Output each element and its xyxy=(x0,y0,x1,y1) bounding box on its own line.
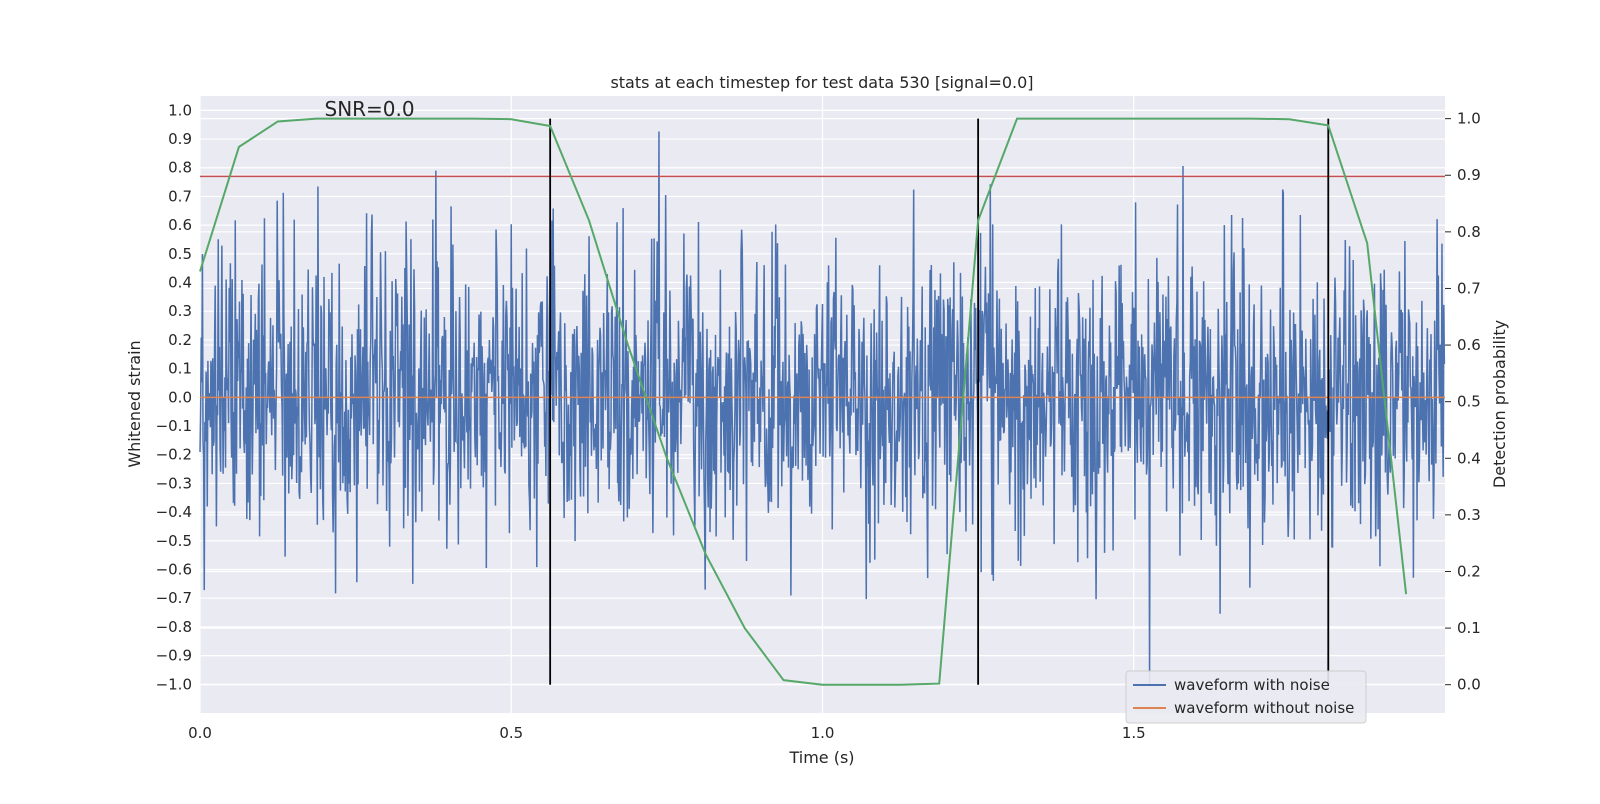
y-axis-label: Whitened strain xyxy=(125,340,144,467)
y-tick-label: 0.0 xyxy=(168,388,192,406)
y-tick-label: −0.1 xyxy=(156,417,192,435)
y-tick-label: 0.6 xyxy=(168,216,192,234)
y-tick-label: −0.2 xyxy=(156,446,192,464)
y-tick-label: −0.4 xyxy=(156,503,192,521)
ticks: 1.0 0.9 0.8 0.7 0.6 0.5 0.4 0.3 0.2 0.1 0.0 −0.1 −0.… xyxy=(156,101,1481,742)
y2-tick-label: 1.0 xyxy=(1457,110,1481,128)
series-detection-probability xyxy=(199,117,1408,686)
y2-tick-label: 0.1 xyxy=(1457,619,1481,637)
y-tick-label: 0.4 xyxy=(168,274,192,292)
x-tick-label: 1.0 xyxy=(811,724,835,742)
y-tick-label: −0.7 xyxy=(156,589,192,607)
y-tick-label: 1.0 xyxy=(168,101,192,119)
series-layer xyxy=(199,117,1446,686)
y2-tick-label: 0.8 xyxy=(1457,223,1481,241)
y-tick-label: −0.6 xyxy=(156,561,192,579)
y-tick-label: 0.1 xyxy=(168,360,192,378)
chart-title: stats at each timestep for test data 530… xyxy=(610,73,1033,92)
y2-tick-label: 0.7 xyxy=(1457,279,1481,297)
x-axis-label: Time (s) xyxy=(788,748,854,767)
y2-axis-label: Detection probability xyxy=(1490,320,1509,488)
legend: waveform with noise waveform without noi… xyxy=(1125,670,1367,724)
y2-tick-label: 0.5 xyxy=(1457,393,1481,411)
y-tick-label: −0.3 xyxy=(156,474,192,492)
x-tick-label: 1.5 xyxy=(1122,724,1146,742)
legend-label-noise: waveform with noise xyxy=(1174,676,1330,694)
x-tick-label: 0.0 xyxy=(188,724,212,742)
y-tick-label: 0.5 xyxy=(168,245,192,263)
y-tick-label: −1.0 xyxy=(156,675,192,693)
y-tick-label: −0.5 xyxy=(156,532,192,550)
y-tick-label: 0.3 xyxy=(168,302,192,320)
y2-tick-label: 0.6 xyxy=(1457,336,1481,354)
y-tick-label: 0.7 xyxy=(168,187,192,205)
x-tick-label: 0.5 xyxy=(499,724,523,742)
series-waveform-with-noise xyxy=(199,131,1446,685)
y-tick-label: −0.8 xyxy=(156,618,192,636)
y-tick-label: 0.8 xyxy=(168,159,192,177)
y2-tick-label: 0.9 xyxy=(1457,166,1481,184)
snr-annotation: SNR=0.0 xyxy=(325,97,415,121)
y2-tick-label: 0.2 xyxy=(1457,562,1481,580)
legend-box xyxy=(1125,670,1367,724)
y2-tick-label: 0.4 xyxy=(1457,449,1481,467)
y-tick-label: 0.2 xyxy=(168,331,192,349)
y-tick-label: 0.9 xyxy=(168,130,192,148)
y2-tick-label: 0.0 xyxy=(1457,676,1481,694)
y2-tick-label: 0.3 xyxy=(1457,506,1481,524)
y-tick-label: −0.9 xyxy=(156,647,192,665)
legend-label-clean: waveform without noise xyxy=(1174,699,1354,717)
